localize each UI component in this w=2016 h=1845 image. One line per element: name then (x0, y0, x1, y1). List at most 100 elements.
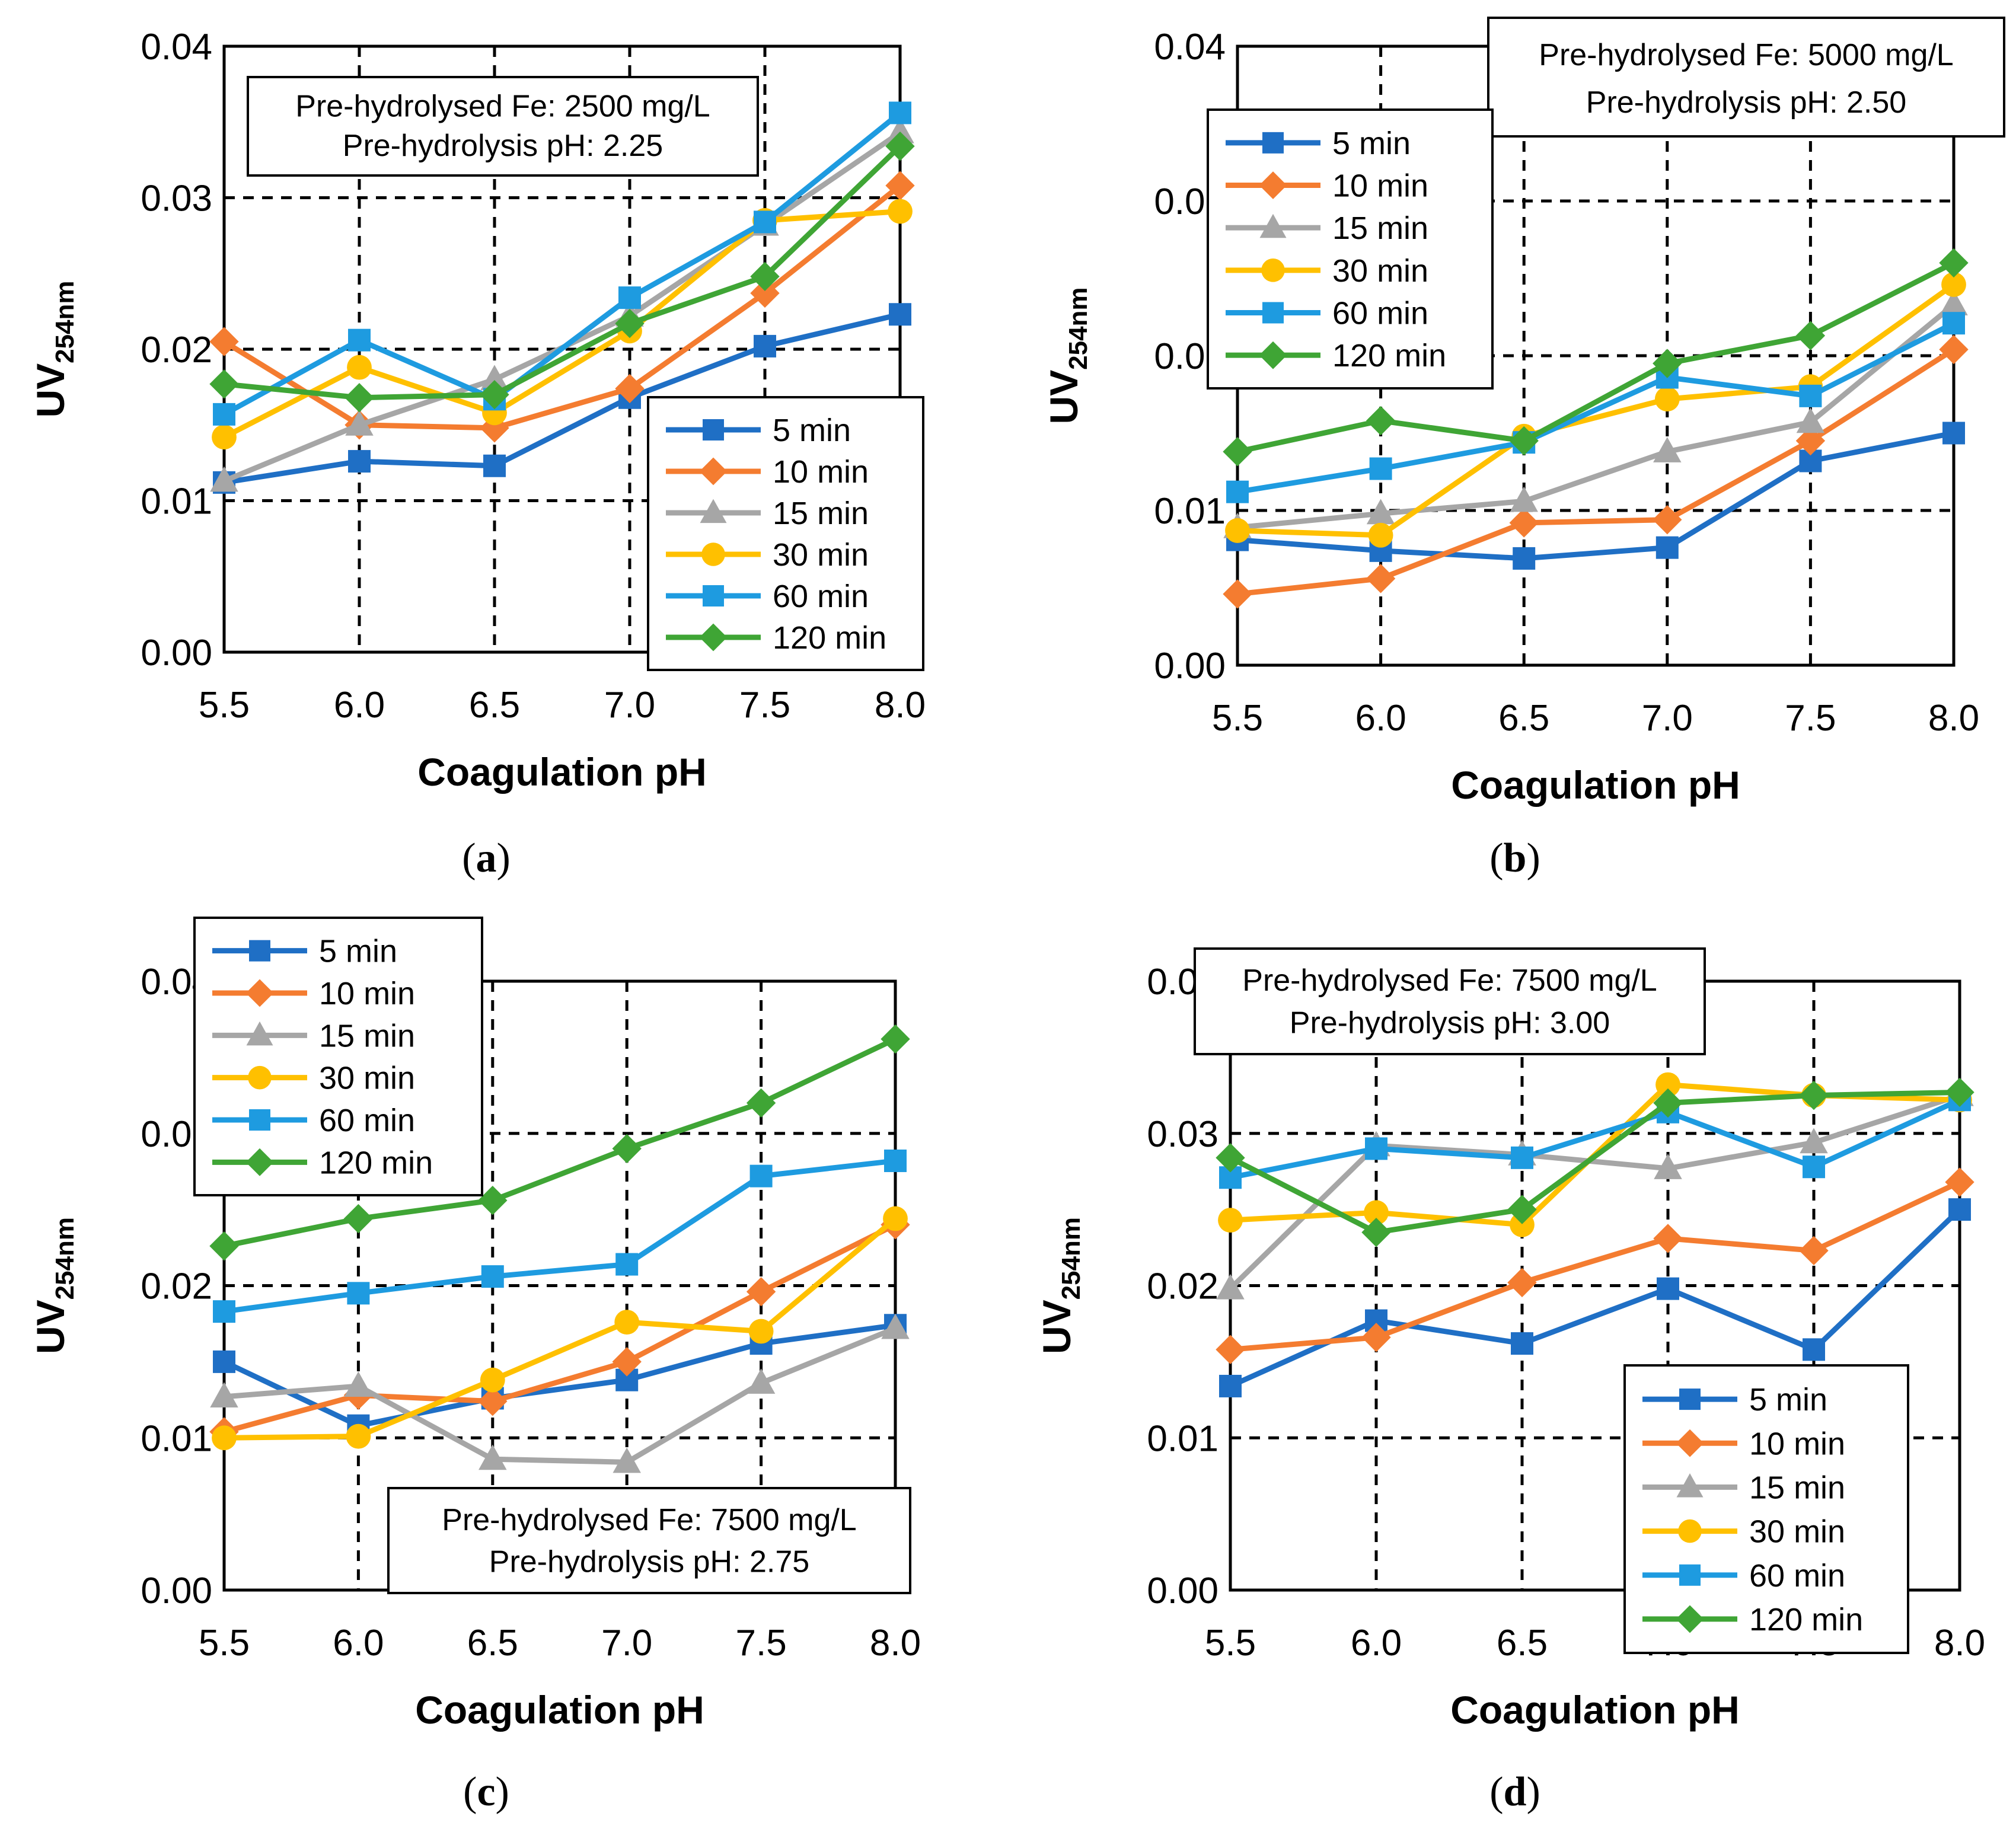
data-point (483, 454, 506, 477)
x-tick-label: 7.0 (604, 685, 655, 726)
series-line (224, 311, 901, 486)
annotation-frame (1487, 17, 2005, 138)
annotation-frame (387, 1487, 911, 1594)
y-axis-title: UV254nm (1035, 1217, 1086, 1354)
legend-label: 60 min (773, 579, 869, 614)
y-tick-label: 0.00 (141, 633, 212, 673)
legend-label: 15 min (773, 496, 869, 531)
data-point (209, 369, 239, 399)
data-point (1509, 508, 1539, 538)
x-tick-label: 6.5 (1498, 698, 1549, 739)
y-axis-title-main: UV (28, 363, 72, 418)
caption-open: ( (1489, 835, 1503, 881)
panel-caption: (c) (463, 1769, 509, 1815)
series-line (224, 1326, 897, 1465)
legend-swatch-marker (245, 979, 274, 1007)
data-point (1509, 426, 1539, 456)
data-point (1942, 422, 1965, 445)
data-point (881, 1313, 910, 1339)
data-point (481, 1265, 504, 1288)
data-point (746, 1088, 776, 1118)
legend-label: 30 min (1749, 1514, 1845, 1550)
y-axis-title: UV254nm (28, 1217, 79, 1354)
legend-swatch-marker (699, 623, 728, 652)
data-point (750, 261, 780, 292)
series-line (222, 110, 902, 417)
legend-swatch-marker (1261, 258, 1285, 282)
caption-close: ) (497, 835, 511, 881)
data-point (749, 1164, 773, 1188)
data-point (1945, 1167, 1974, 1197)
data-point (615, 1253, 639, 1276)
data-point (480, 1367, 505, 1393)
data-point (1216, 1335, 1245, 1365)
legend-label: 120 min (1332, 338, 1446, 374)
data-point (1799, 384, 1822, 407)
data-point (1653, 505, 1682, 535)
data-point (1941, 272, 1966, 297)
data-point (1507, 1268, 1537, 1298)
data-point (1654, 387, 1680, 411)
data-point (1507, 1195, 1537, 1224)
caption-close: ) (496, 1769, 509, 1815)
data-point (614, 1310, 640, 1335)
data-point (213, 403, 235, 426)
x-tick-label: 6.5 (467, 1623, 518, 1664)
legend-label: 15 min (1332, 210, 1428, 246)
y-tick-label: 0.01 (141, 1418, 212, 1459)
x-tick-label: 6.5 (469, 685, 520, 726)
data-point (1948, 1198, 1971, 1221)
legend-swatch-marker (1679, 1388, 1701, 1410)
data-point (1657, 1277, 1679, 1300)
data-point (1366, 564, 1396, 593)
data-point (1218, 1208, 1243, 1233)
data-point (1364, 1200, 1389, 1225)
legend: 5 min 10 min 15 min 30 min 60 min 120 min (647, 396, 924, 671)
y-tick-label: 0.04 (1154, 27, 1226, 68)
y-tick-label: 0.03 (141, 178, 212, 219)
y-axis-title: UV254nm (1042, 287, 1093, 424)
annotation-frame (1194, 947, 1706, 1055)
y-axis-title-main: UV (1042, 370, 1086, 424)
x-tick-label: 8.0 (1934, 1623, 1985, 1664)
caption-open: ( (462, 835, 476, 881)
panel-d: 0.000.010.020.030.045.56.06.57.07.58.0Co… (1035, 947, 1985, 1815)
data-point (479, 1444, 507, 1470)
y-axis-title-main: UV (28, 1300, 72, 1354)
annotation-box: Pre-hydrolysed Fe: 7500 mg/L Pre-hydrolys… (1194, 947, 1706, 1055)
data-point (1803, 1155, 1825, 1179)
legend-swatch-marker (1262, 302, 1284, 324)
data-point (347, 355, 372, 380)
legend-swatch-marker (246, 1021, 273, 1046)
series-line (224, 1217, 897, 1441)
series-line (1237, 260, 1956, 455)
annotation-line: Pre-hydrolysis pH: 2.25 (343, 129, 663, 163)
data-point (347, 1282, 370, 1305)
data-point (1369, 457, 1392, 480)
caption-open: ( (463, 1769, 477, 1815)
annotation-line: Pre-hydrolysed Fe: 7500 mg/L (442, 1503, 856, 1537)
caption-close: ) (1526, 1769, 1540, 1815)
data-point (1361, 1323, 1391, 1352)
legend-label: 60 min (319, 1103, 415, 1138)
series-line (1230, 1097, 1961, 1180)
caption-letter: b (1504, 835, 1527, 881)
legend-label: 10 min (319, 976, 415, 1011)
data-point (1226, 480, 1249, 503)
y-tick-label: 0.01 (1154, 491, 1226, 532)
legend-label: 30 min (319, 1061, 415, 1096)
legend-swatch-marker (1679, 1564, 1701, 1586)
panel-c: 0.000.010.020.030.045.5 6.0 6.5 7.0 7.5 8.0Co… (28, 917, 921, 1815)
x-tick-label: 7.5 (735, 1623, 786, 1664)
data-point (1216, 1143, 1245, 1173)
data-point (348, 450, 371, 473)
annotation-line: Pre-hydrolysed Fe: 2500 mg/L (295, 89, 710, 123)
legend-swatch-marker (249, 1109, 270, 1131)
data-point (480, 365, 509, 391)
series-line (1237, 302, 1956, 531)
series-line (1237, 282, 1956, 538)
x-tick-label: 6.0 (1351, 1623, 1402, 1664)
legend-label: 30 min (1332, 253, 1428, 289)
y-tick-label: 0.02 (141, 1266, 212, 1307)
